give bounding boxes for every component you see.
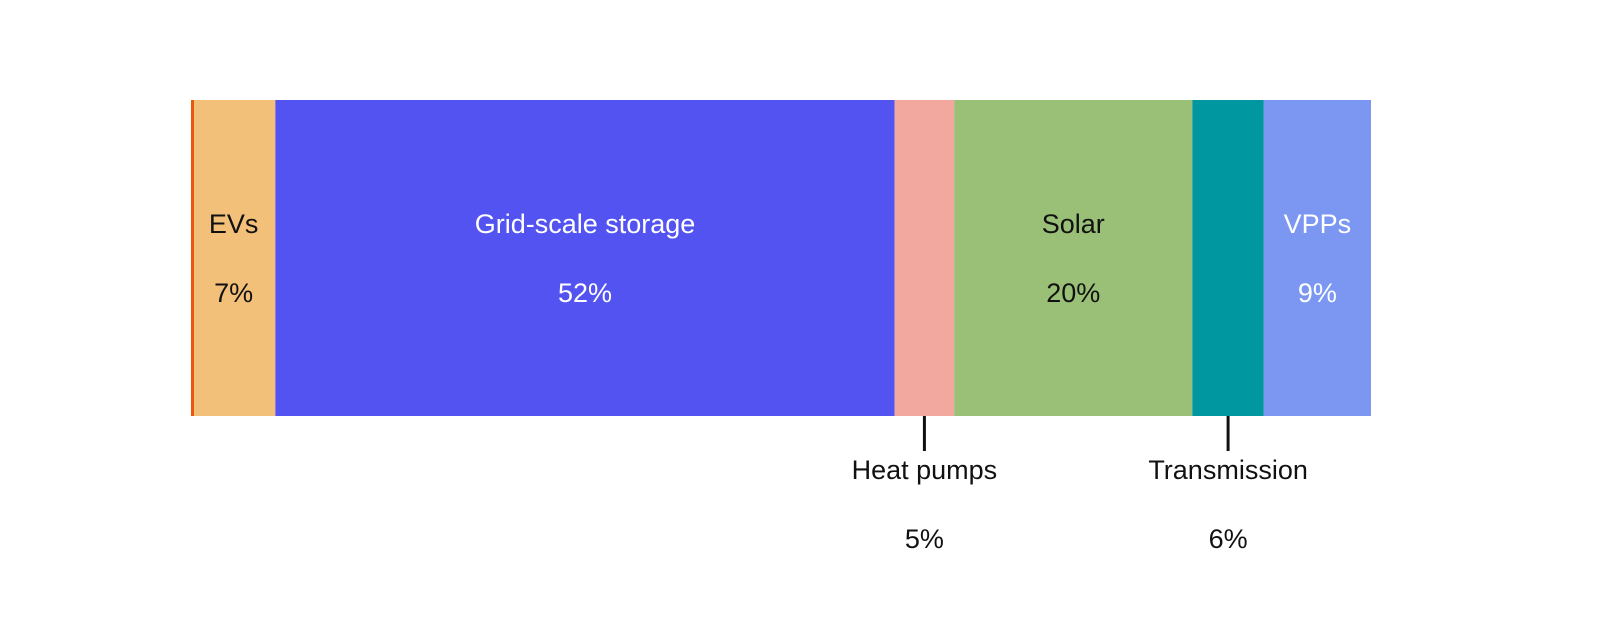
bar-segment-transmission — [1192, 100, 1264, 416]
segment-value-vpps: 9% — [1298, 278, 1337, 308]
segment-name-solar: Solar — [1042, 209, 1105, 239]
segment-value-evs: 7% — [214, 278, 253, 308]
bar-left-accent-line — [191, 100, 194, 416]
callout-value-heat-pumps: 5% — [905, 524, 944, 554]
segment-value-grid-scale-storage: 52% — [558, 278, 612, 308]
segment-name-grid-scale-storage: Grid-scale storage — [475, 209, 696, 239]
segment-name-evs: EVs — [209, 209, 259, 239]
callout-name-transmission: Transmission — [1148, 455, 1308, 485]
bar-segment-solar — [954, 100, 1193, 416]
segment-name-vpps: VPPs — [1284, 209, 1352, 239]
callout-name-heat-pumps: Heat pumps — [852, 455, 998, 485]
segment-labels: EVs 7% Grid-scale storage 52% Heat pumps 5% So… — [209, 209, 1351, 554]
bar-segment-heat-pumps — [894, 100, 955, 416]
bar-segments — [191, 100, 1371, 416]
callout-value-transmission: 6% — [1209, 524, 1248, 554]
segment-value-solar: 20% — [1046, 278, 1100, 308]
bar-segment-grid-scale-storage — [275, 100, 895, 416]
bar-segment-evs — [192, 100, 276, 416]
bar-segment-vpps — [1263, 100, 1371, 416]
